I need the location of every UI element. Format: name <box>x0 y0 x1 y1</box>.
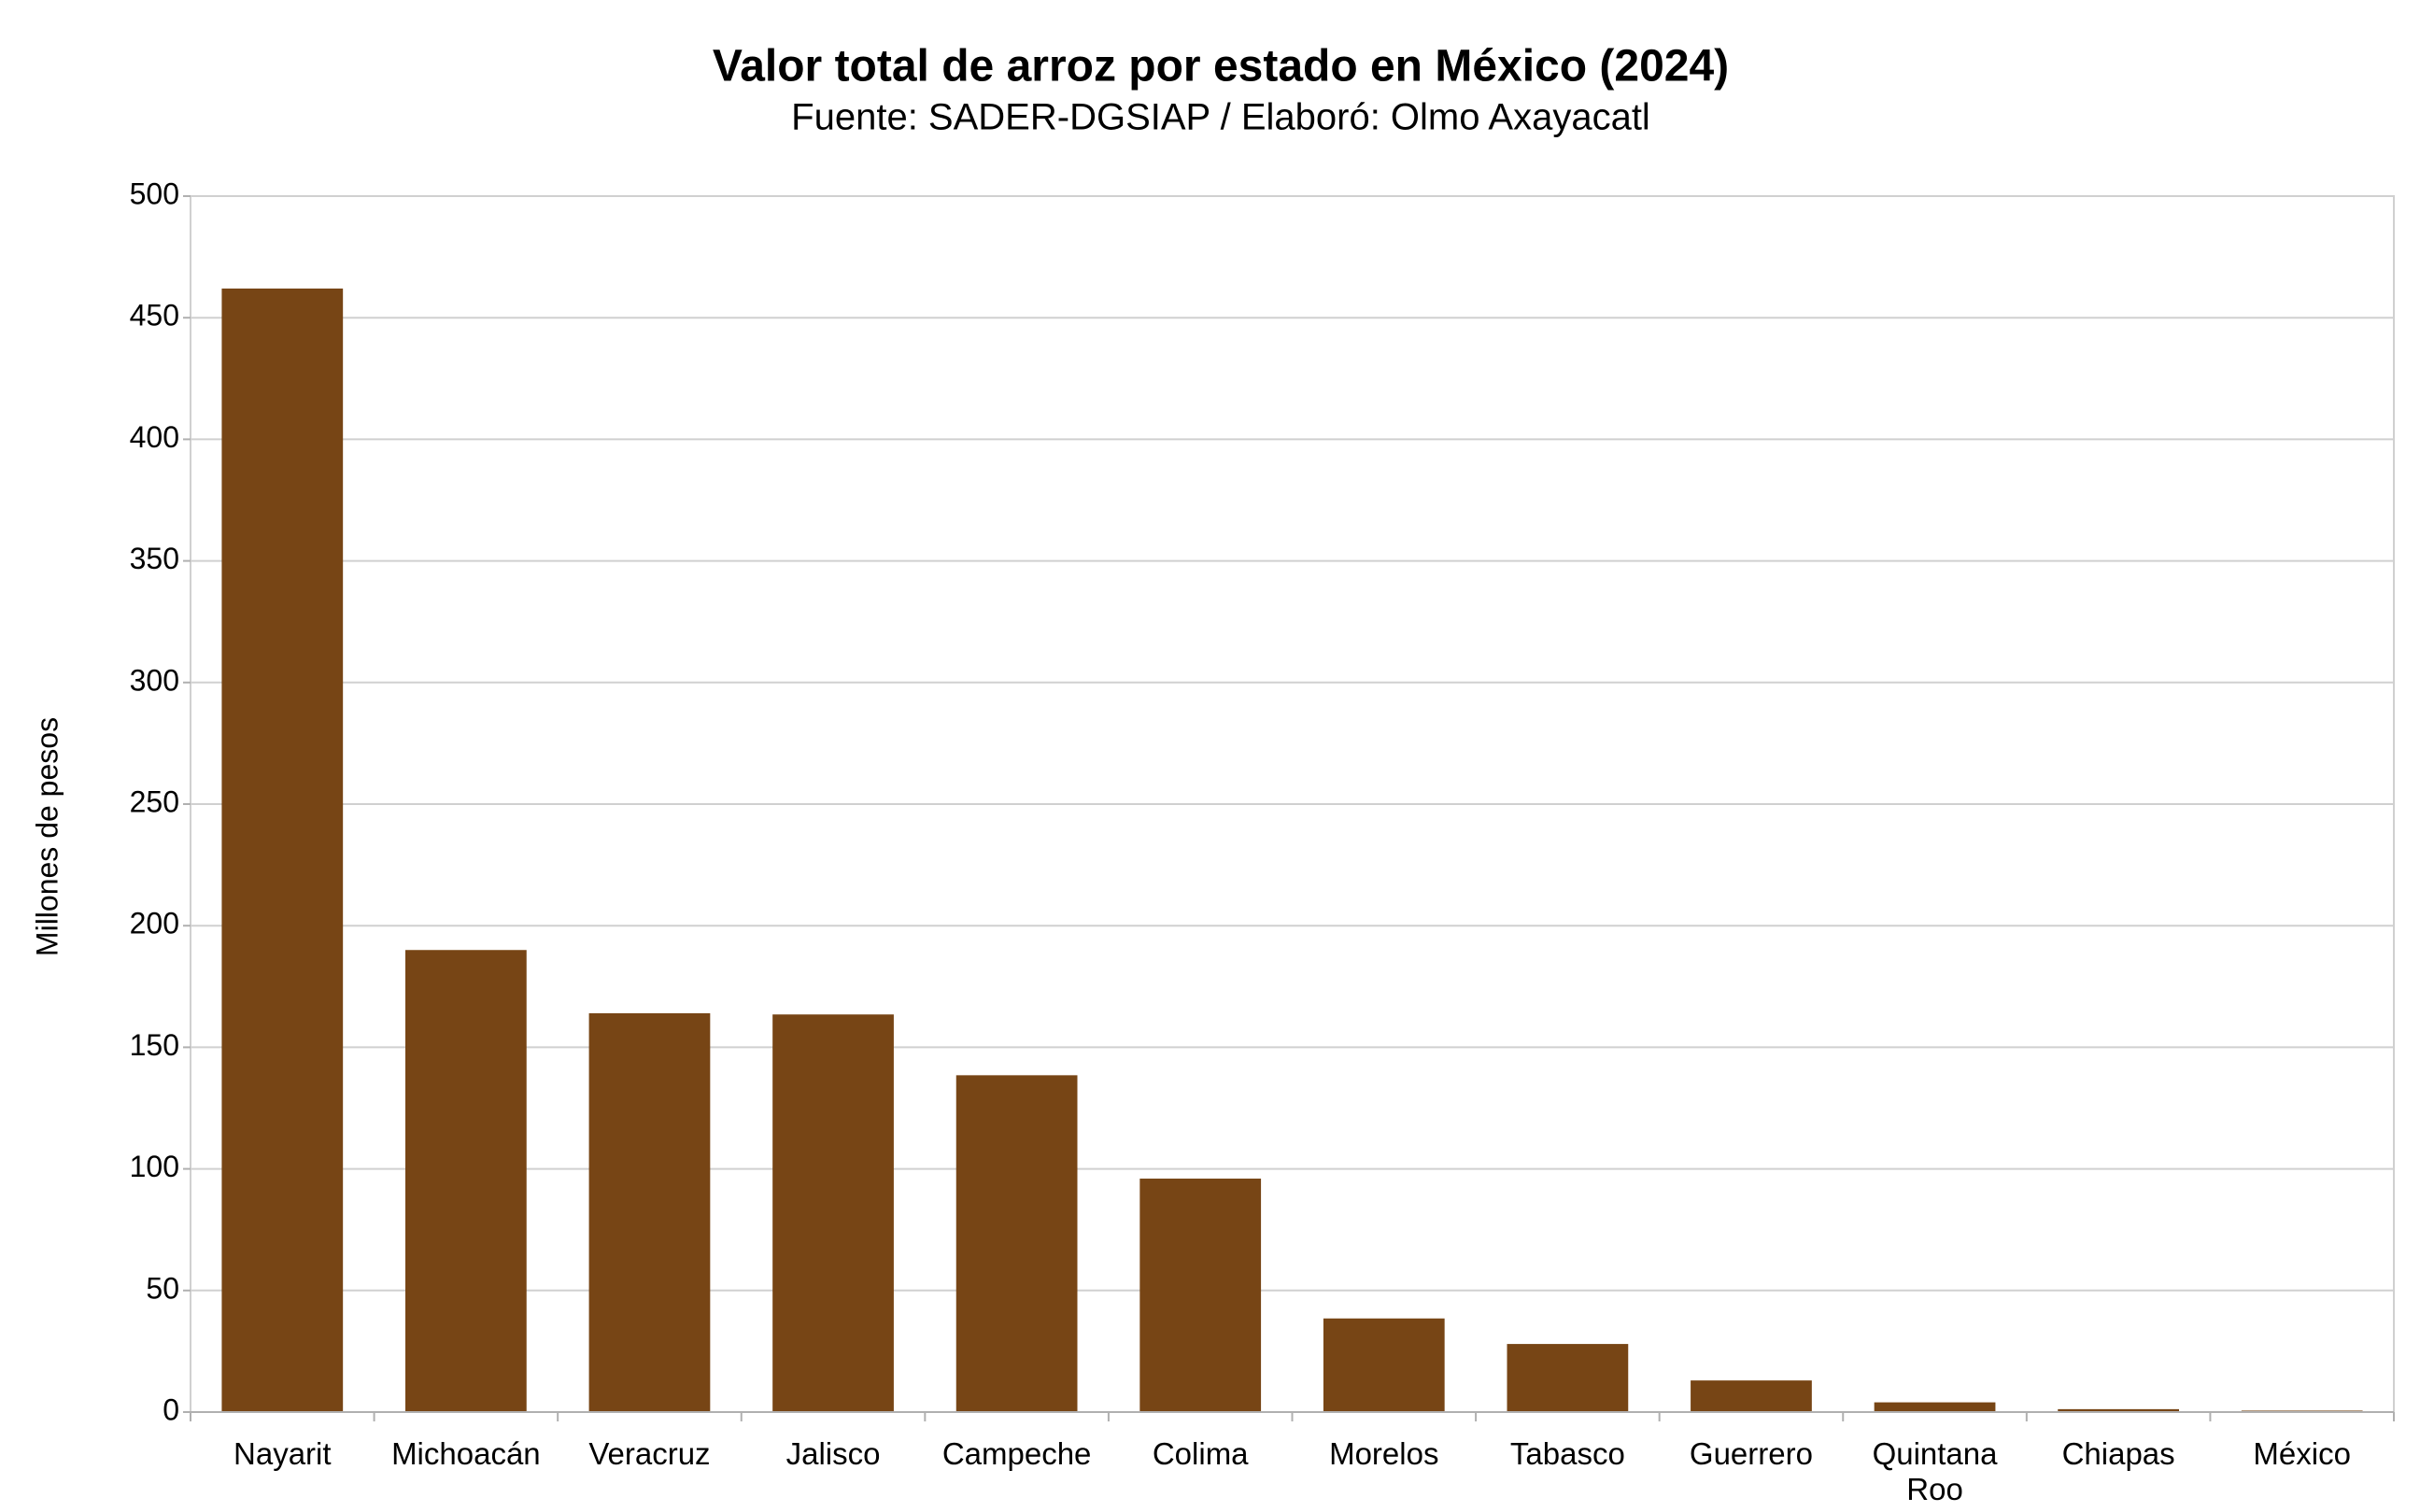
bar <box>588 1012 711 1412</box>
x-tick-label: Michoacán <box>391 1436 541 1471</box>
y-tick-label: 150 <box>130 1028 179 1062</box>
x-tick-label: Quintana Roo <box>1872 1436 1998 1506</box>
bar <box>1507 1344 1629 1412</box>
y-tick-label: 300 <box>130 663 179 697</box>
y-tick-label: 400 <box>130 420 179 454</box>
y-tick-label: 500 <box>130 177 179 210</box>
y-tick-label: 200 <box>130 907 179 940</box>
x-tick-label: Campeche <box>941 1436 1092 1471</box>
x-tick-label: Nayarit <box>234 1436 332 1471</box>
y-tick-label: 250 <box>130 784 179 818</box>
x-tick-label: Morelos <box>1329 1436 1439 1471</box>
y-tick-label: 0 <box>163 1392 179 1426</box>
bar <box>2058 1408 2179 1412</box>
chart-title: Valor total de arroz por estado en Méxic… <box>713 42 1729 92</box>
y-tick-label: 50 <box>146 1271 179 1305</box>
bar <box>405 950 527 1412</box>
bar <box>1874 1402 1996 1412</box>
x-tick-label: Chiapas <box>2061 1436 2175 1471</box>
y-axis-label: Millones de pesos <box>30 717 64 956</box>
chart-subtitle: Fuente: SADER-DGSIAP / Elaboró: Olmo Axa… <box>791 97 1650 138</box>
bar <box>1323 1318 1445 1412</box>
x-tick-label: Colima <box>1152 1436 1249 1471</box>
y-tick-label: 100 <box>130 1150 179 1183</box>
y-tick-label: 350 <box>130 542 179 575</box>
bar <box>955 1075 1078 1412</box>
y-tick-label: 450 <box>130 299 179 332</box>
x-tick-label: México <box>2253 1436 2351 1471</box>
bar <box>221 288 344 1412</box>
bar <box>1691 1380 1812 1412</box>
x-tick-label: Guerrero <box>1689 1436 1813 1471</box>
bar <box>772 1014 894 1412</box>
x-tick-label: Veracruz <box>588 1436 711 1471</box>
x-tick-label: Tabasco <box>1509 1436 1625 1471</box>
bar <box>1139 1179 1262 1412</box>
x-tick-label: Jalisco <box>785 1436 881 1471</box>
